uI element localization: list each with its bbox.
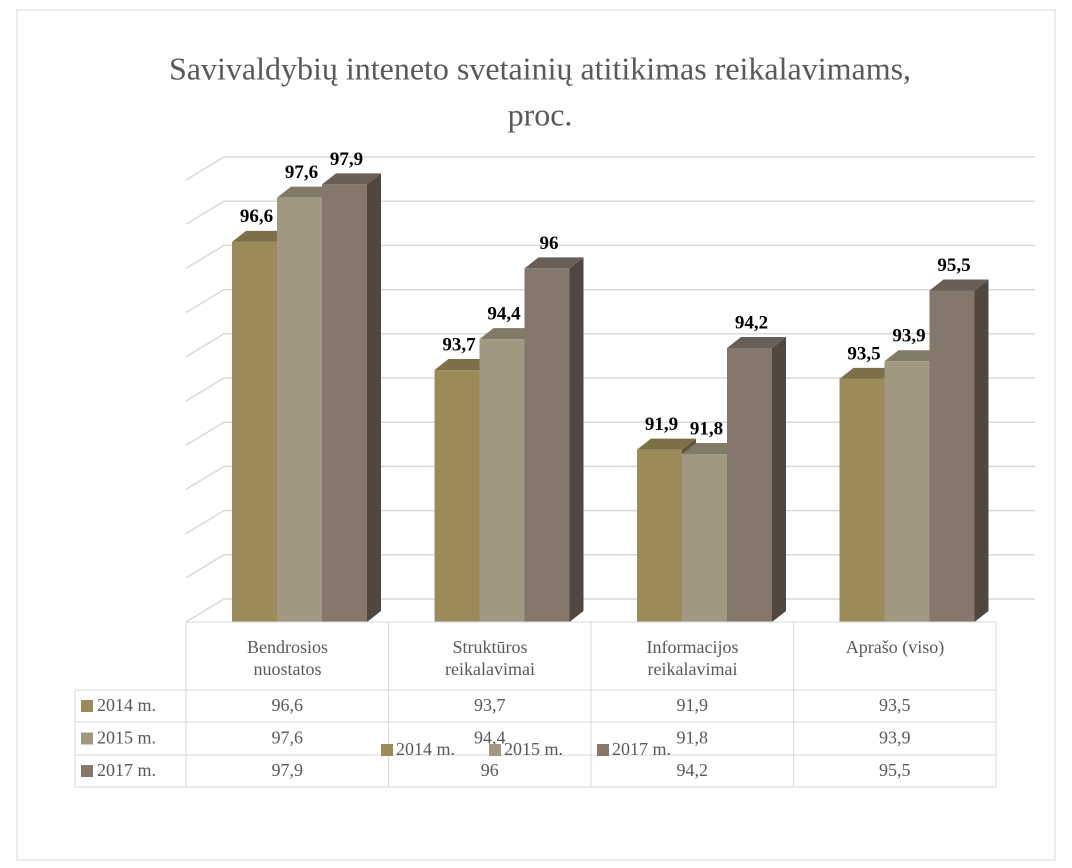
x-tick-label: Aprašo (viso) — [845, 637, 945, 657]
data-label: 94,2 — [735, 312, 768, 333]
legend-label: 2017 m. — [612, 739, 671, 759]
legend-key — [489, 744, 501, 756]
table-cell: 91,9 — [677, 695, 709, 715]
grid-line — [185, 200, 1035, 225]
table-legend-key — [81, 765, 93, 777]
bar-top — [479, 328, 539, 340]
table-cell: 91,8 — [677, 728, 709, 748]
legend-label: 2015 m. — [504, 739, 563, 759]
bar-side — [569, 257, 584, 622]
bar-side — [367, 173, 381, 623]
bar — [524, 257, 584, 622]
bar-top — [637, 438, 696, 450]
bar-front — [682, 454, 727, 622]
grid-line — [185, 288, 1035, 314]
grid-line — [185, 244, 1035, 270]
data-label: 96,6 — [240, 206, 273, 227]
chart-title: Savivaldybių inteneto svetainių atitikim… — [169, 50, 911, 86]
legend-key — [597, 744, 609, 756]
bar-front — [727, 347, 772, 622]
table-cell: 94,2 — [677, 760, 709, 780]
bar-top — [929, 279, 989, 291]
data-label: 97,6 — [285, 162, 318, 183]
data-label: 97,9 — [330, 149, 363, 170]
bar — [727, 336, 786, 622]
bar-top — [524, 257, 584, 269]
table-legend-key — [81, 700, 93, 712]
table-cell: 96 — [481, 760, 499, 780]
bar-top — [682, 443, 741, 455]
table-cell: 96,6 — [272, 695, 304, 715]
data-label: 93,5 — [847, 343, 880, 364]
legend-key — [381, 744, 393, 756]
bar-front — [637, 449, 682, 622]
data-label: 96 — [540, 233, 559, 254]
table-cell: 97,9 — [272, 760, 304, 780]
x-tick-label: Struktūros reikalavimai — [445, 637, 535, 679]
data-label: 95,5 — [937, 255, 970, 276]
bar-front — [929, 290, 975, 622]
grid-line — [185, 156, 1035, 181]
data-label: 93,7 — [442, 334, 476, 355]
bar-top — [277, 186, 336, 198]
bar-front — [434, 370, 480, 622]
bar-side — [772, 336, 786, 622]
table-cell: 93,5 — [879, 695, 911, 715]
bar-side — [974, 279, 989, 622]
bar-top — [727, 336, 786, 348]
bar-top — [434, 359, 494, 371]
bar-top — [322, 173, 381, 185]
bar-front — [524, 268, 570, 622]
bar-front — [277, 197, 322, 622]
chart-title-line-2: proc. — [508, 96, 573, 132]
legend-label: 2014 m. — [396, 739, 455, 759]
data-label: 91,9 — [645, 414, 678, 435]
bar-top — [232, 230, 291, 242]
bar-front — [322, 184, 367, 623]
table-row-label: 2017 m. — [97, 760, 156, 780]
grid-line — [185, 333, 1035, 358]
bar — [929, 279, 989, 622]
table-cell: 95,5 — [879, 760, 911, 780]
x-tick-label: Informacijos reikalavimai — [646, 637, 739, 679]
table-cell: 93,9 — [879, 728, 911, 748]
table-cell: 97,6 — [272, 728, 304, 748]
table-cell: 93,7 — [474, 695, 506, 715]
table-row-label: 2015 m. — [97, 728, 156, 748]
table-legend-key — [81, 732, 93, 745]
data-label: 93,9 — [892, 326, 925, 347]
data-label: 91,8 — [690, 418, 723, 439]
bar-front — [232, 241, 277, 622]
x-tick-label: Bendrosios nuostatos — [247, 637, 328, 679]
table-cell: 94,4 — [474, 728, 506, 748]
bar-front — [839, 378, 885, 622]
bar — [322, 173, 381, 623]
bar-front — [884, 361, 930, 622]
table-row-label: 2014 m. — [97, 695, 156, 715]
bar-top — [884, 350, 944, 362]
bar-front — [479, 339, 525, 622]
bar-top — [839, 367, 899, 379]
data-label: 94,4 — [487, 303, 521, 324]
